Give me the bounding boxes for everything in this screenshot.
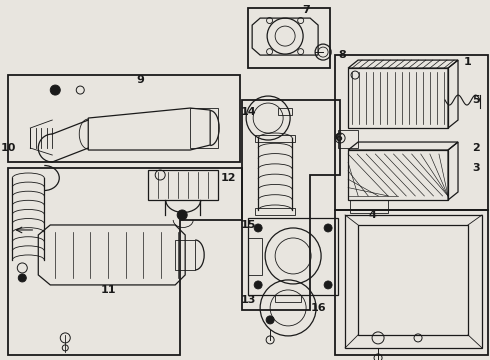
Text: 10: 10 — [0, 143, 16, 153]
Text: 4: 4 — [368, 210, 376, 220]
Text: 16: 16 — [310, 303, 326, 313]
Text: 5: 5 — [472, 95, 480, 105]
Text: 8: 8 — [338, 50, 346, 60]
Circle shape — [324, 224, 332, 232]
Text: 9: 9 — [136, 75, 144, 85]
Text: 12: 12 — [220, 173, 236, 183]
Text: 11: 11 — [100, 285, 116, 295]
Text: 14: 14 — [240, 107, 256, 117]
Circle shape — [266, 316, 274, 324]
Circle shape — [254, 224, 262, 232]
Text: 1: 1 — [464, 57, 472, 67]
Circle shape — [50, 85, 60, 95]
Circle shape — [254, 281, 262, 289]
Circle shape — [324, 281, 332, 289]
Text: 7: 7 — [302, 5, 310, 15]
Text: 15: 15 — [241, 220, 256, 230]
Circle shape — [177, 210, 187, 220]
Text: 3: 3 — [472, 163, 480, 173]
Text: 2: 2 — [472, 143, 480, 153]
Circle shape — [18, 274, 26, 282]
Text: 6: 6 — [334, 133, 342, 143]
Text: 13: 13 — [241, 295, 256, 305]
